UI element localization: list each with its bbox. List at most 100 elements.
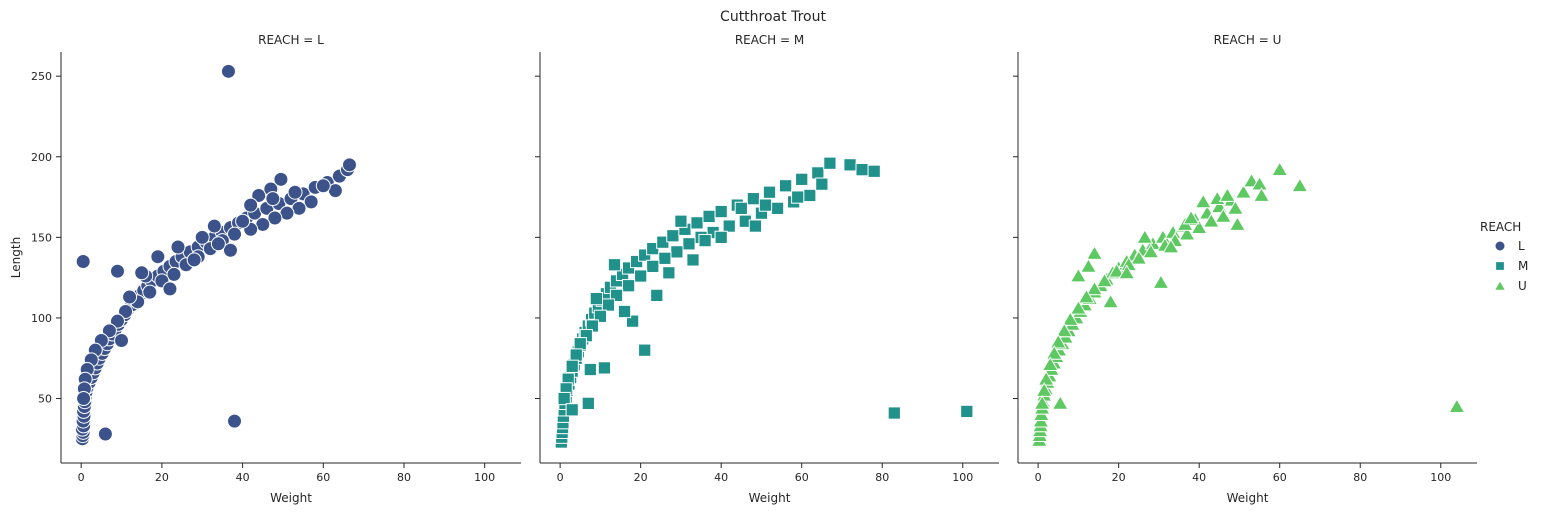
data-point (1033, 395, 1051, 410)
data-points (554, 156, 974, 449)
data-point (583, 362, 597, 377)
data-point (235, 213, 251, 229)
data-point (1041, 356, 1059, 372)
data-point (170, 239, 186, 255)
data-point (714, 230, 728, 244)
figure-title: Cutthroat Trout (720, 9, 826, 25)
data-point (722, 219, 736, 233)
data-point (227, 226, 243, 242)
data-point (1102, 293, 1120, 309)
data-point (589, 291, 603, 306)
data-point (134, 265, 150, 281)
data-point (573, 337, 587, 351)
data-point (581, 396, 595, 410)
data-point (762, 185, 777, 199)
data-point (690, 216, 704, 230)
data-point (791, 190, 805, 204)
data-point (887, 406, 901, 420)
data-point (1291, 177, 1309, 193)
data-point (1051, 395, 1069, 410)
data-point (1069, 299, 1087, 315)
legend-label: U (1518, 279, 1527, 293)
data-point (1077, 288, 1096, 304)
data-point (162, 281, 178, 297)
data-point (855, 163, 869, 177)
facet-panel-3: REACH = U 0 20 40 60 80 100 Weight (1013, 33, 1477, 505)
data-point (1162, 238, 1180, 254)
data-point (227, 413, 243, 429)
x-tick-label: 0 (557, 471, 564, 484)
x-tick-label: 100 (474, 471, 495, 484)
data-points (74, 63, 358, 447)
y-tick-label: 200 (31, 151, 52, 164)
y-tick-label: 100 (31, 312, 52, 325)
data-point (265, 191, 281, 207)
data-point (1130, 249, 1148, 265)
data-point (770, 201, 785, 215)
legend-title: REACH (1480, 220, 1521, 234)
data-point (734, 201, 748, 215)
legend-marker-triangle (1493, 279, 1507, 291)
data-point (75, 254, 91, 270)
data-point (1253, 187, 1271, 202)
data-point (666, 229, 680, 243)
legend-label: L (1518, 239, 1525, 253)
y-tick-label: 150 (31, 231, 52, 244)
data-point (222, 242, 238, 258)
data-point (1095, 272, 1114, 288)
x-tick-label: 20 (634, 471, 648, 484)
data-point (662, 266, 676, 280)
data-point (714, 204, 728, 219)
legend-item-U: U (1493, 279, 1527, 293)
data-point (867, 164, 881, 178)
data-point (843, 158, 857, 172)
data-point (646, 259, 660, 273)
data-point (617, 304, 632, 319)
legend: REACH LMU (1480, 220, 1528, 293)
data-point (650, 288, 664, 303)
x-tick-label: 100 (952, 471, 973, 484)
data-point (1178, 225, 1196, 241)
x-tick-label: 60 (316, 471, 330, 484)
x-tick-label: 60 (795, 471, 809, 484)
data-point (1079, 258, 1098, 273)
data-point (122, 289, 138, 305)
data-point (686, 253, 700, 267)
data-point (243, 197, 259, 213)
data-point (823, 156, 837, 170)
data-point (1271, 161, 1289, 177)
x-tick-label: 40 (1192, 471, 1206, 484)
legend-label: M (1518, 259, 1528, 273)
data-point (273, 171, 289, 187)
data-point (1085, 280, 1104, 296)
data-point (658, 251, 672, 265)
data-point (267, 210, 283, 226)
panel-title: REACH = L (258, 33, 324, 47)
data-point (1152, 274, 1170, 289)
data-point (1055, 322, 1073, 338)
x-tick-label: 40 (714, 471, 728, 484)
x-axis-label: Weight (270, 491, 312, 505)
data-point (601, 298, 616, 312)
data-point (1118, 264, 1136, 280)
data-point (194, 229, 210, 245)
data-point (1448, 398, 1466, 413)
data-point (1194, 193, 1212, 209)
data-point (698, 233, 712, 248)
data-point (210, 236, 226, 252)
data-point (206, 218, 222, 234)
data-point (1069, 267, 1087, 283)
data-point (638, 343, 652, 357)
x-tick-label: 100 (1430, 471, 1451, 484)
data-point (1108, 262, 1126, 278)
data-point (150, 249, 166, 265)
data-point (1035, 382, 1053, 397)
x-axis-label: Weight (1227, 491, 1269, 505)
y-tick-label: 250 (31, 70, 52, 83)
data-point (1037, 370, 1055, 386)
data-point (251, 187, 267, 203)
data-point (303, 194, 319, 210)
data-point (803, 188, 817, 203)
data-point (565, 403, 579, 417)
